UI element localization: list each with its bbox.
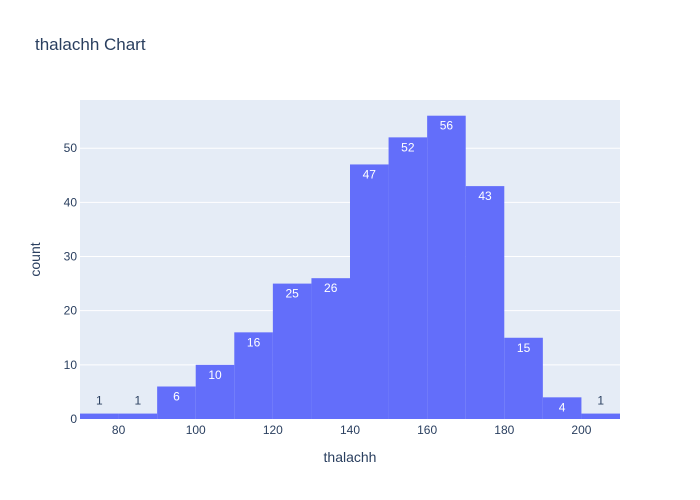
y-tick-label: 30 [64,250,78,264]
histogram-bar [388,137,428,419]
bar-value-label: 6 [173,390,180,404]
histogram-bar [80,413,119,419]
x-tick-label: 200 [571,423,591,437]
bar-value-label: 4 [559,400,566,414]
histogram-bar [350,164,389,419]
x-tick-label: 140 [340,423,360,437]
chart-title: thalachh Chart [35,35,146,54]
x-axis-ticks: 80 100 120 140 160 180 200 [112,423,592,437]
x-tick-label: 160 [417,423,437,437]
histogram-bar [504,337,543,419]
histogram-bar [157,386,196,419]
y-tick-label: 50 [64,141,78,155]
bar-value-label: 10 [208,368,222,382]
y-axis-title: count [27,242,43,276]
histogram-bar [272,283,312,419]
bar-value-label: 1 [96,394,103,408]
bar-value-label: 1 [597,394,604,408]
bar-value-label: 43 [478,189,492,203]
x-tick-label: 120 [263,423,283,437]
bar-value-label: 52 [401,140,415,154]
histogram-bar [542,397,582,419]
bar-value-label: 15 [517,341,531,355]
histogram-bar [311,278,350,419]
x-tick-label: 180 [494,423,514,437]
histogram-bar [195,364,235,419]
y-tick-label: 10 [64,358,78,372]
bars [80,115,620,419]
bar-value-label: 25 [285,287,299,301]
x-tick-label: 80 [112,423,126,437]
x-axis-title: thalachh [324,449,377,465]
histogram-bar [465,186,505,419]
bar-value-label: 16 [247,335,261,349]
histogram-bar [427,115,466,419]
bar-value-label: 56 [440,119,454,133]
bar-value-label: 1 [135,394,142,408]
histogram-bar [581,413,620,419]
y-tick-label: 20 [64,304,78,318]
bar-value-label: 26 [324,281,338,295]
x-tick-label: 100 [186,423,206,437]
y-tick-label: 0 [70,412,77,426]
histogram-bar [118,413,158,419]
y-axis-ticks: 0 10 20 30 40 50 [64,141,78,426]
histogram-bar [234,332,273,419]
bar-value-label: 47 [363,167,377,181]
y-tick-label: 40 [64,195,78,209]
